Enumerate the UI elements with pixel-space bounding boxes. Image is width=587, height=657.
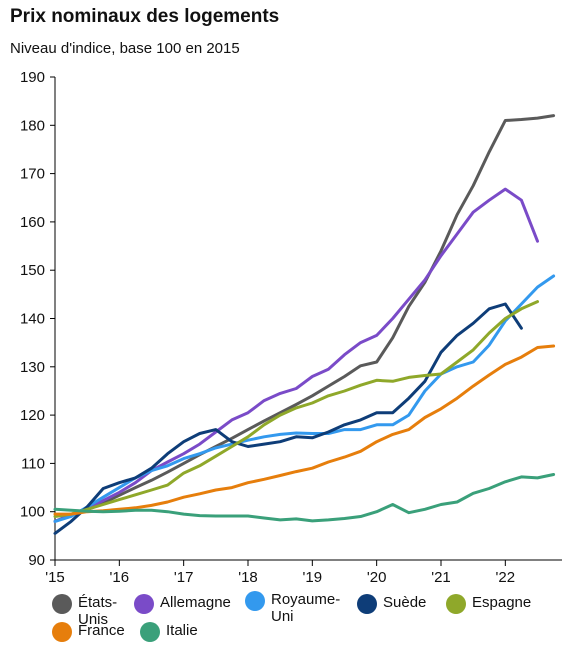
y-tick-label: 190: [20, 69, 45, 86]
x-tick-label: '21: [431, 569, 451, 586]
x-tick-label: '22: [496, 569, 516, 586]
x-tick-label: '18: [238, 569, 258, 586]
legend-item-espagne: Espagne: [446, 594, 531, 614]
legend-item-royaume-uni: Royaume- Uni: [245, 591, 340, 625]
legend-swatch: [52, 594, 72, 614]
legend-swatch: [446, 594, 466, 614]
legend-label: Allemagne: [160, 594, 231, 611]
y-tick-label: 90: [28, 552, 45, 569]
legend-label: Suède: [383, 594, 427, 611]
y-tick-label: 120: [20, 407, 45, 424]
series-line-suède: [53, 302, 523, 535]
y-tick-label: 130: [20, 359, 45, 376]
series-line-france: [53, 344, 556, 516]
series-line-italie: [53, 473, 556, 523]
legend-label: France: [78, 622, 125, 639]
x-tick-label: '16: [110, 569, 130, 586]
legend-item-etats-unis: États- Unis: [52, 594, 117, 628]
y-tick-label: 170: [20, 166, 45, 183]
y-tick-label: 100: [20, 504, 45, 521]
legend-swatch: [357, 594, 377, 614]
chart-subtitle: Niveau d'indice, base 100 en 2015: [10, 40, 240, 57]
y-tick-label: 110: [21, 455, 45, 472]
legend-swatch: [245, 591, 265, 611]
legend-item-italie: Italie: [140, 622, 198, 642]
legend-swatch: [52, 622, 72, 642]
x-tick-label: '17: [174, 569, 194, 586]
y-tick-label: 140: [20, 311, 45, 328]
x-tick-label: '15: [45, 569, 65, 586]
legend-label: Royaume- Uni: [271, 591, 341, 625]
legend-label: Italie: [166, 622, 198, 639]
chart-legend: États- Unis Allemagne Royaume- Uni Suède…: [52, 588, 572, 650]
series-line-états-unis: [53, 114, 556, 523]
legend-swatch: [140, 622, 160, 642]
legend-item-suede: Suède: [357, 594, 426, 614]
x-tick-label: '19: [303, 569, 323, 586]
legend-item-allemagne: Allemagne: [134, 594, 231, 614]
legend-swatch: [134, 594, 154, 614]
y-tick-label: 150: [20, 262, 45, 279]
y-tick-label: 160: [20, 214, 45, 231]
legend-label: États- Unis: [78, 594, 118, 628]
series-line-allemagne: [53, 187, 539, 523]
line-chart: 90 100 110 120 130 140 150 160 170 180 190 '15 '16 '1…: [20, 69, 562, 586]
x-tick-label: '20: [367, 569, 387, 586]
y-tick-label: 180: [20, 117, 45, 134]
chart-title: Prix nominaux des logements: [10, 6, 280, 27]
series-line-espagne: [53, 300, 539, 518]
legend-item-france: France: [52, 622, 125, 642]
legend-label: Espagne: [472, 594, 532, 611]
